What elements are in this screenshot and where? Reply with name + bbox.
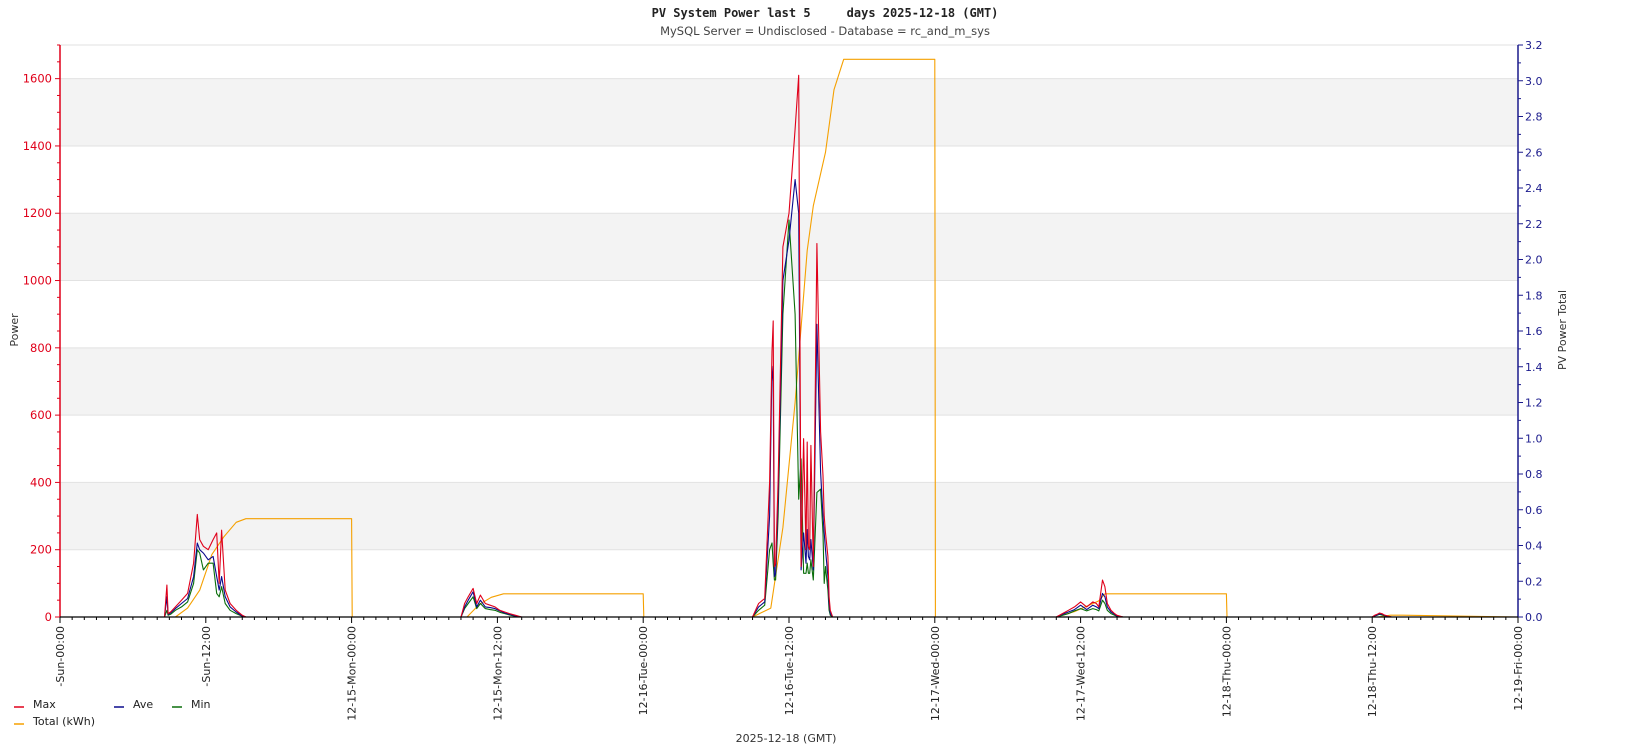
x-tick-label: 12-18-Thu-12:00 <box>1366 626 1379 717</box>
series-line-ave <box>60 179 1518 618</box>
x-tick-label: -Sun-12:00 <box>200 626 213 687</box>
y-right-tick-label: 2.2 <box>1525 218 1543 231</box>
y-right-tick-label: 2.0 <box>1525 254 1543 267</box>
grid-band <box>60 482 1518 550</box>
chart-subtitle: MySQL Server = Undisclosed - Database = … <box>660 24 990 38</box>
grid-band <box>60 78 1518 146</box>
legend-label-total-kwh: Total (kWh) <box>32 715 95 728</box>
series-line-min <box>60 219 1518 618</box>
x-tick-label: -Sun-00:00 <box>54 626 67 687</box>
x-tick-label: 12-18-Thu-00:00 <box>1220 626 1233 717</box>
y-left-tick-label: 800 <box>30 341 52 355</box>
series-line-total-kwh <box>60 58 1519 618</box>
y-right-tick-label: 0.8 <box>1525 468 1543 481</box>
grid-band <box>60 347 1518 416</box>
y-right-tick-label: 2.8 <box>1525 111 1543 124</box>
legend-label-ave: Ave <box>133 698 153 711</box>
x-tick-label: 12-16-Tue-12:00 <box>783 626 796 715</box>
y-right-tick-label: 1.0 <box>1525 432 1543 445</box>
y-left-tick-label: 1600 <box>23 72 52 86</box>
y-right-tick-label: 1.8 <box>1525 289 1543 302</box>
y-right-tick-label: 0.4 <box>1525 540 1543 553</box>
y-left-tick-label: 1400 <box>23 139 52 153</box>
x-tick-label: 12-16-Tue-00:00 <box>637 626 650 715</box>
y-right-tick-label: 0.0 <box>1525 611 1543 624</box>
grid-bands <box>60 44 1518 551</box>
x-tick-label: 12-15-Mon-00:00 <box>346 626 359 721</box>
chart-header: PV System Power last 5 days 2025-12-18 (… <box>0 6 1650 38</box>
legend: Max Ave Min Total (kWh) <box>14 698 211 728</box>
y-right-tick-label: 1.2 <box>1525 397 1543 410</box>
axes-layer: 0 200 400 600 800 1000 1200 1400 1600 0.0 0.2 0.4 0.… <box>23 39 1543 721</box>
y-right-tick-label: 2.6 <box>1525 146 1543 159</box>
series-line-max <box>60 74 1518 618</box>
y-left-tick-label: 600 <box>30 408 52 422</box>
x-axis-label: 2025-12-18 (GMT) <box>736 732 837 745</box>
y-axis-right-label: PV Power Total <box>1556 290 1569 370</box>
y-axis-left-label: Power <box>8 313 21 347</box>
y-left-tick-label: 400 <box>30 475 52 489</box>
x-tick-label: 12-17-Wed-12:00 <box>1075 626 1088 721</box>
y-left-tick-label: 1200 <box>23 206 52 220</box>
x-tick-label: 12-17-Wed-00:00 <box>929 626 942 721</box>
y-right-tick-label: 3.2 <box>1525 39 1543 52</box>
x-tick-label: 12-19-Fri-00:00 <box>1512 626 1525 711</box>
y-left-tick-label: 1000 <box>23 274 52 288</box>
y-right-tick-label: 2.4 <box>1525 182 1543 195</box>
chart-title: PV System Power last 5 days 2025-12-18 (… <box>651 6 999 20</box>
y-right-tick-label: 1.6 <box>1525 325 1543 338</box>
y-left-tick-label: 0 <box>45 610 52 624</box>
y-left-tick-label: 200 <box>30 543 52 557</box>
legend-label-min: Min <box>191 698 211 711</box>
x-tick-label: 12-15-Mon-12:00 <box>491 626 504 721</box>
y-right-tick-label: 0.2 <box>1525 575 1543 588</box>
y-right-tick-label: 0.6 <box>1525 504 1543 517</box>
legend-label-max: Max <box>33 698 56 711</box>
y-right-tick-label: 1.4 <box>1525 361 1543 374</box>
series-layer <box>60 58 1519 618</box>
y-right-tick-label: 3.0 <box>1525 75 1543 88</box>
